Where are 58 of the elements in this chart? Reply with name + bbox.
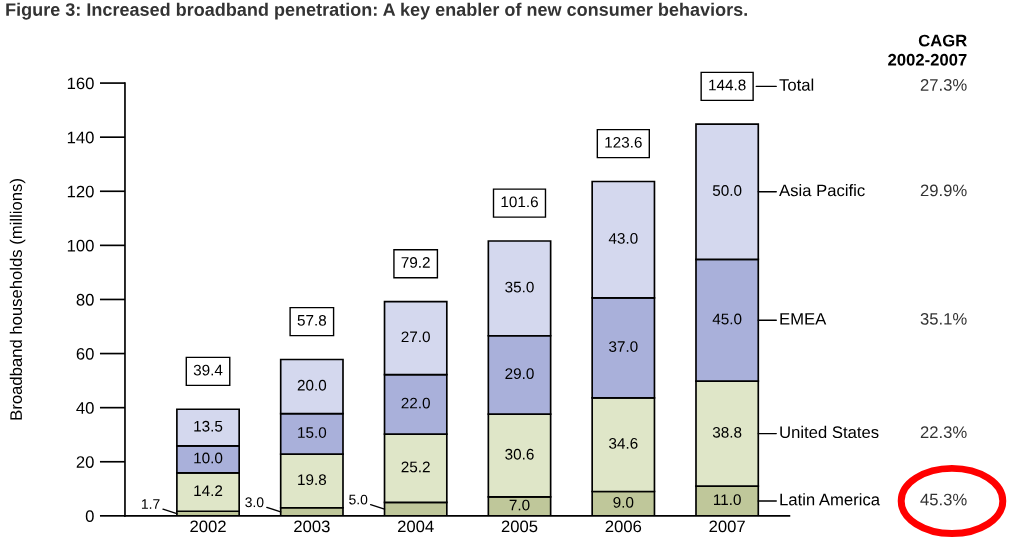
data-label: 22.0	[401, 397, 430, 409]
y-tick-label: 0	[85, 510, 94, 523]
data-label: 45.0	[712, 313, 742, 325]
x-tick-label: 2005	[501, 520, 538, 533]
data-label: 38.8	[712, 426, 742, 438]
total-label: 57.8	[297, 314, 327, 326]
y-axis-title: Broadband households (millions)	[9, 179, 26, 420]
legend-label: EMEA	[780, 313, 827, 325]
data-label: 3.0	[245, 497, 264, 508]
x-tick-label: 2006	[605, 520, 642, 533]
text: 45.3%	[920, 493, 967, 506]
legend-label: Latin America	[780, 493, 881, 506]
data-label: 29.0	[505, 368, 534, 380]
data-label: 14.2	[194, 485, 223, 496]
text: 35.1%	[920, 312, 967, 325]
y-tick-label: 60	[76, 347, 94, 360]
data-label: 25.2	[401, 461, 430, 473]
y-tick-label: 160	[67, 77, 94, 90]
chart-title: Figure 3: Increased broadband penetration: A key enabler of new consumer behaviors.	[6, 2, 747, 20]
data-label: 13.5	[194, 420, 223, 432]
y-tick-label: 40	[76, 402, 94, 414]
x-tick-label: 2004	[397, 520, 434, 533]
total-label: 39.4	[193, 364, 223, 376]
data-label: 1.7	[141, 499, 160, 509]
y-tick-label: 80	[76, 293, 94, 306]
data-label: 7.0	[509, 499, 530, 511]
y-tick-label: 20	[76, 456, 94, 468]
text: CAGR 2002-2007	[888, 34, 967, 66]
data-label: 20.0	[297, 379, 327, 391]
text: 22.3%	[920, 426, 967, 439]
data-label: 27.0	[401, 331, 430, 343]
data-label: 9.0	[613, 496, 634, 508]
y-tick-label: 140	[67, 131, 94, 144]
legend-label: Asia Pacific	[779, 184, 865, 197]
data-label: 30.6	[505, 448, 534, 460]
annotation: Total	[779, 78, 814, 91]
text: 27.3%	[920, 79, 967, 91]
total-label: 144.8	[709, 79, 746, 91]
total-label: 79.2	[401, 257, 430, 268]
x-tick-label: 2007	[709, 520, 745, 533]
data-label: 35.0	[505, 281, 534, 293]
x-tick-label: 2002	[190, 520, 226, 533]
data-label: 43.0	[608, 232, 638, 244]
total-label: 101.6	[501, 196, 538, 208]
data-label: 34.6	[609, 438, 638, 449]
data-label: 15.0	[298, 427, 327, 438]
text: 29.9%	[920, 184, 967, 197]
y-tick-label: 120	[67, 185, 94, 198]
data-label: 37.0	[609, 341, 638, 352]
data-label: 10.0	[194, 452, 223, 464]
legend-label: United States	[780, 425, 879, 439]
x-tick-label: 2003	[294, 520, 330, 533]
data-label: 50.0	[712, 185, 742, 196]
y-tick-label: 100	[67, 239, 94, 252]
data-label: 5.0	[349, 494, 368, 505]
data-label: 11.0	[714, 494, 741, 506]
total-label: 123.6	[605, 136, 642, 148]
data-label: 19.8	[298, 474, 327, 486]
